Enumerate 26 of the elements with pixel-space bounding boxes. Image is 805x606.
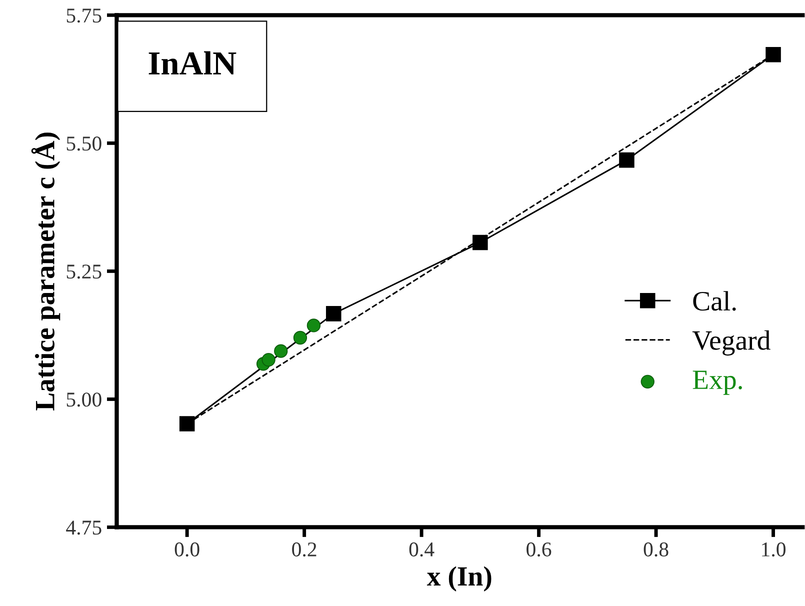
point (262, 352, 276, 367)
x-tick-label: 0.2 (292, 542, 316, 557)
y-tick-label: 5.75 (66, 8, 102, 23)
y-axis-title: Lattice parameter c (Å) (31, 132, 60, 410)
x-tick-label: 0.4 (409, 542, 434, 557)
point (179, 416, 195, 432)
point (619, 152, 634, 168)
x-tick-label: 1.0 (762, 542, 786, 557)
legend-label: Vegard (692, 330, 770, 356)
legend-label: Exp. (692, 370, 742, 395)
x-tick-label: 0.6 (526, 542, 552, 557)
x-tick-label: 0.8 (644, 542, 668, 557)
x-axis-title: x (In) (426, 566, 492, 592)
point (306, 318, 321, 332)
y-tick-label: 5.50 (66, 136, 102, 151)
point (293, 330, 308, 345)
point (274, 344, 288, 358)
point (472, 234, 488, 250)
legend-label: Cal. (693, 291, 736, 311)
y-tick-label: 5.00 (66, 392, 102, 407)
point (326, 306, 342, 322)
annotation: InAlN (148, 51, 236, 74)
y-tick-label: 5.25 (66, 264, 102, 279)
point (766, 46, 781, 62)
x-tick-label: 0.0 (174, 542, 200, 557)
y-tick-label: 4.75 (66, 520, 102, 535)
